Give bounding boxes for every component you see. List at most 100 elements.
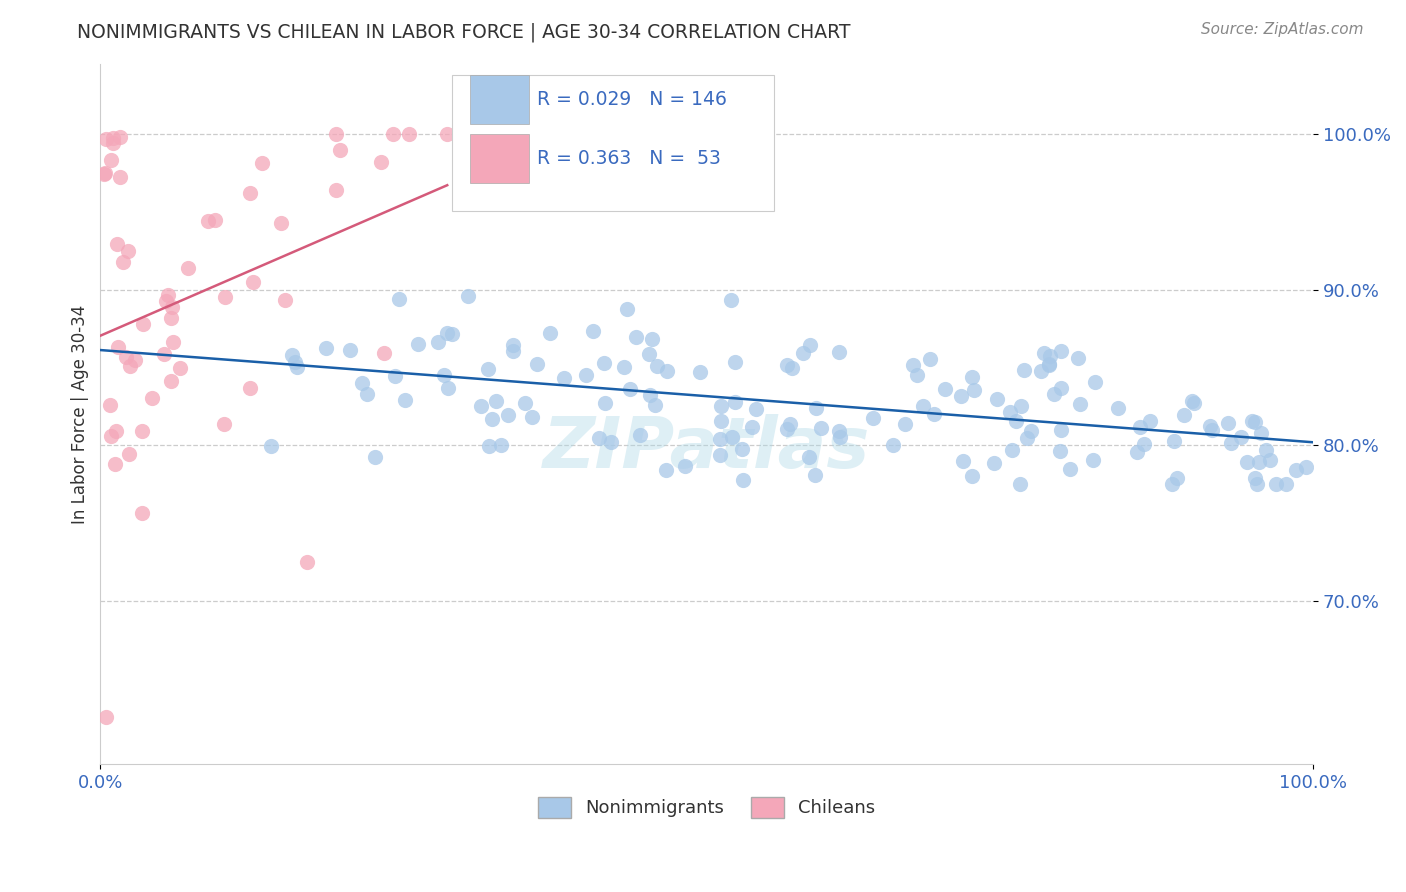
- Point: [963, 383, 986, 397]
- Point: [100, 398, 122, 412]
- Point: [553, 371, 575, 385]
- Point: [93, 166, 115, 180]
- Point: [593, 355, 616, 369]
- Point: [641, 332, 664, 346]
- Point: [384, 369, 406, 384]
- Point: [141, 391, 163, 405]
- Point: [905, 368, 928, 383]
- Point: [1050, 344, 1073, 359]
- Point: [315, 341, 337, 355]
- Point: [709, 448, 731, 462]
- Point: [441, 326, 464, 341]
- Point: [1216, 417, 1239, 431]
- Point: [96, 132, 118, 146]
- Point: [118, 447, 141, 461]
- Point: [100, 153, 122, 167]
- Point: [619, 382, 641, 396]
- Point: [124, 353, 146, 368]
- Point: [177, 260, 200, 275]
- Point: [1067, 351, 1090, 366]
- Point: [934, 383, 956, 397]
- Point: [433, 368, 456, 382]
- Point: [214, 290, 236, 304]
- Point: [588, 431, 610, 445]
- Point: [239, 381, 262, 395]
- Point: [1129, 420, 1152, 434]
- Point: [593, 396, 616, 410]
- Point: [284, 355, 307, 369]
- Point: [406, 337, 429, 351]
- Point: [1264, 477, 1286, 491]
- Point: [388, 292, 411, 306]
- Point: [1240, 414, 1263, 428]
- Point: [1166, 471, 1188, 485]
- Point: [828, 430, 851, 444]
- Point: [1246, 477, 1268, 491]
- Point: [1010, 399, 1032, 413]
- Point: [792, 346, 814, 360]
- FancyBboxPatch shape: [453, 75, 773, 211]
- Point: [894, 417, 917, 432]
- Point: [197, 214, 219, 228]
- Point: [382, 127, 405, 141]
- Point: [673, 458, 696, 473]
- FancyBboxPatch shape: [470, 75, 529, 123]
- Point: [436, 326, 458, 340]
- Point: [155, 294, 177, 309]
- Point: [107, 341, 129, 355]
- Point: [132, 317, 155, 331]
- Point: [1001, 442, 1024, 457]
- Point: [1244, 415, 1267, 429]
- Point: [575, 368, 598, 382]
- Point: [159, 374, 181, 388]
- Point: [101, 136, 124, 150]
- Point: [960, 369, 983, 384]
- Point: [356, 387, 378, 401]
- Point: [1247, 454, 1270, 468]
- Point: [470, 399, 492, 413]
- Point: [352, 376, 374, 391]
- Point: [741, 419, 763, 434]
- Point: [131, 424, 153, 438]
- Point: [1010, 477, 1032, 491]
- Point: [513, 396, 536, 410]
- Point: [481, 411, 503, 425]
- Point: [131, 506, 153, 520]
- Legend: Nonimmigrants, Chileans: Nonimmigrants, Chileans: [531, 789, 883, 825]
- Point: [1042, 386, 1064, 401]
- Point: [477, 361, 499, 376]
- Point: [260, 440, 283, 454]
- Point: [118, 359, 141, 374]
- Point: [1033, 346, 1056, 360]
- Point: [370, 155, 392, 169]
- Point: [1133, 437, 1156, 451]
- Point: [1219, 436, 1241, 450]
- Point: [806, 401, 828, 416]
- Point: [1084, 375, 1107, 389]
- Point: [1049, 443, 1071, 458]
- Point: [522, 409, 544, 424]
- Point: [797, 450, 820, 464]
- FancyBboxPatch shape: [470, 134, 529, 183]
- Point: [657, 364, 679, 378]
- Point: [364, 450, 387, 464]
- Point: [239, 186, 262, 201]
- Point: [1229, 430, 1251, 444]
- Point: [724, 354, 747, 368]
- Point: [1285, 463, 1308, 477]
- Point: [1163, 434, 1185, 448]
- Point: [613, 359, 636, 374]
- Point: [538, 326, 561, 341]
- Text: ZIPatlas: ZIPatlas: [543, 415, 870, 483]
- Point: [1069, 397, 1091, 411]
- Point: [1250, 426, 1272, 441]
- Point: [394, 393, 416, 408]
- Point: [799, 338, 821, 352]
- Point: [1107, 401, 1129, 416]
- Point: [918, 351, 941, 366]
- Point: [745, 401, 768, 416]
- Point: [645, 359, 668, 373]
- Point: [110, 169, 132, 184]
- Point: [628, 427, 651, 442]
- Point: [776, 359, 799, 373]
